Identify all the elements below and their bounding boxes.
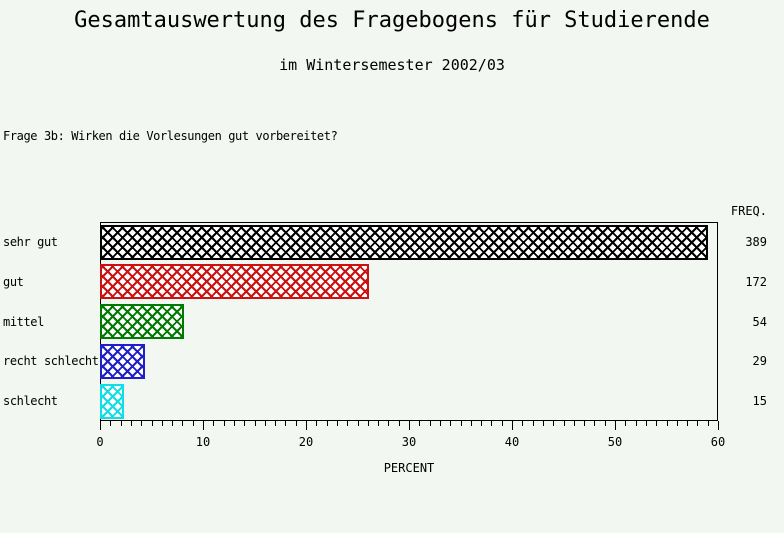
x-axis-minor-tick-25: [358, 421, 359, 426]
x-axis-minor-tick-59: [708, 421, 709, 426]
x-axis-minor-tick-17: [275, 421, 276, 426]
x-axis-minor-tick-5: [152, 421, 153, 426]
x-axis-minor-tick-3: [131, 421, 132, 426]
category-label-recht-schlecht: recht schlecht: [3, 354, 99, 369]
x-axis-minor-tick-47: [584, 421, 585, 426]
x-axis-minor-tick-34: [450, 421, 451, 426]
x-axis-minor-tick-9: [193, 421, 194, 426]
x-axis-minor-tick-18: [285, 421, 286, 426]
x-axis-minor-tick-41: [522, 421, 523, 426]
x-axis-minor-tick-24: [347, 421, 348, 426]
bar-mittel: [100, 304, 184, 340]
x-tick-label-40: 40: [504, 435, 520, 449]
x-axis-minor-tick-53: [646, 421, 647, 426]
x-axis-minor-tick-36: [471, 421, 472, 426]
x-axis-minor-tick-16: [265, 421, 266, 426]
x-tick-label-50: 50: [607, 435, 623, 449]
x-axis-minor-tick-45: [564, 421, 565, 426]
x-axis-minor-tick-37: [481, 421, 482, 426]
x-axis-minor-tick-4: [141, 421, 142, 426]
x-axis-major-tick-10: [203, 421, 204, 430]
x-axis-minor-tick-48: [594, 421, 595, 426]
category-label-mittel: mittel: [3, 314, 44, 329]
x-axis-minor-tick-31: [419, 421, 420, 426]
x-axis-minor-tick-1: [110, 421, 111, 426]
chart-title: Gesamtauswertung des Fragebogens für Stu…: [74, 8, 710, 33]
category-label-sehr-gut: sehr gut: [3, 235, 58, 249]
question-label: Frage 3b: Wirken die Vorlesungen gut vor…: [3, 129, 338, 143]
x-axis-minor-tick-11: [213, 421, 214, 426]
x-axis-minor-tick-8: [182, 421, 183, 426]
x-axis-minor-tick-42: [533, 421, 534, 426]
x-axis-minor-tick-22: [327, 421, 328, 426]
freq-value-recht-schlecht: 29: [752, 354, 767, 369]
x-tick-label-60: 60: [710, 435, 726, 449]
x-axis-minor-tick-13: [234, 421, 235, 426]
x-axis-minor-tick-38: [491, 421, 492, 426]
bar-sehr-gut: [100, 224, 708, 260]
x-axis-minor-tick-27: [378, 421, 379, 426]
bar-gut: [100, 264, 369, 300]
x-axis-minor-tick-58: [697, 421, 698, 426]
x-axis-minor-tick-32: [430, 421, 431, 426]
x-axis-minor-tick-26: [368, 421, 369, 426]
x-axis-major-tick-0: [100, 421, 101, 430]
x-axis-minor-tick-52: [636, 421, 637, 426]
x-axis-minor-tick-14: [244, 421, 245, 426]
x-axis-minor-tick-28: [388, 421, 389, 426]
x-axis-minor-tick-57: [687, 421, 688, 426]
x-axis-minor-tick-39: [502, 421, 503, 426]
x-axis-minor-tick-33: [440, 421, 441, 426]
category-label-schlecht: schlecht: [3, 394, 58, 409]
freq-value-schlecht: 15: [752, 394, 767, 409]
freq-value-mittel: 54: [752, 314, 767, 329]
x-axis-major-tick-60: [718, 421, 719, 430]
x-axis-minor-tick-21: [316, 421, 317, 426]
x-axis-minor-tick-46: [574, 421, 575, 426]
x-axis-minor-tick-51: [625, 421, 626, 426]
x-axis-minor-tick-15: [255, 421, 256, 426]
x-axis-minor-tick-35: [461, 421, 462, 426]
freq-value-gut: 172: [745, 274, 767, 289]
chart-subtitle: im Wintersemester 2002/03: [279, 56, 505, 74]
x-axis-minor-tick-54: [656, 421, 657, 426]
freq-value-sehr-gut: 389: [745, 235, 767, 249]
freq-column-header: FREQ.: [730, 204, 767, 218]
bar-schlecht: [100, 383, 124, 419]
x-tick-label-20: 20: [298, 435, 314, 449]
x-axis-minor-tick-2: [121, 421, 122, 426]
bar-recht-schlecht: [100, 343, 145, 379]
x-axis-minor-tick-49: [605, 421, 606, 426]
x-axis-minor-tick-55: [667, 421, 668, 426]
x-tick-label-10: 10: [195, 435, 211, 449]
x-axis-minor-tick-43: [543, 421, 544, 426]
x-axis-minor-tick-23: [337, 421, 338, 426]
x-axis-minor-tick-12: [224, 421, 225, 426]
x-axis-major-tick-50: [615, 421, 616, 430]
x-axis-minor-tick-19: [296, 421, 297, 426]
category-label-gut: gut: [3, 274, 24, 289]
x-axis-minor-tick-44: [553, 421, 554, 426]
x-axis-major-tick-20: [306, 421, 307, 430]
x-tick-label-0: 0: [96, 435, 104, 449]
x-axis-major-tick-30: [409, 421, 410, 430]
x-tick-label-30: 30: [401, 435, 417, 449]
x-axis-minor-tick-6: [162, 421, 163, 426]
x-axis-label: PERCENT: [383, 461, 435, 475]
x-axis-minor-tick-56: [677, 421, 678, 426]
x-axis-minor-tick-7: [172, 421, 173, 426]
x-axis-major-tick-40: [512, 421, 513, 430]
x-axis-minor-tick-29: [399, 421, 400, 426]
